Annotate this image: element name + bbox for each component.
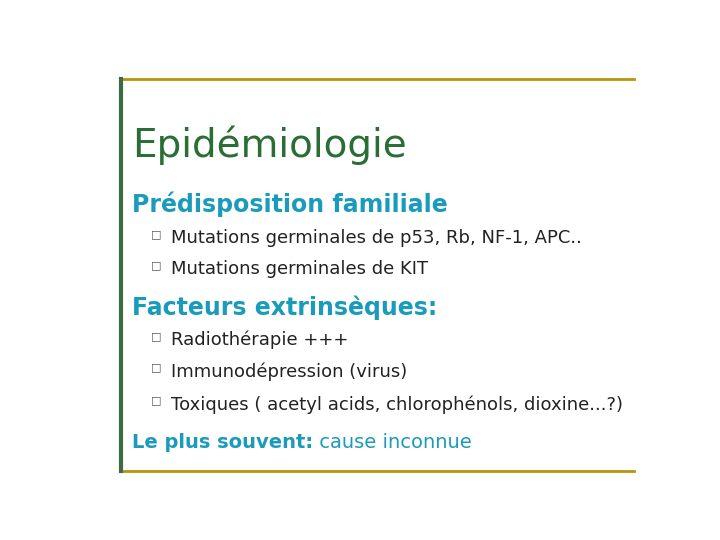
Text: Toxiques ( acetyl acids, chlorophénols, dioxine...?): Toxiques ( acetyl acids, chlorophénols, …: [171, 395, 623, 414]
Text: Immunodépression (virus): Immunodépression (virus): [171, 362, 408, 381]
Text: Mutations germinales de KIT: Mutations germinales de KIT: [171, 260, 428, 278]
Text: Le plus souvent:: Le plus souvent:: [132, 433, 313, 452]
Text: Epidémiologie: Epidémiologie: [132, 125, 407, 165]
Text: □: □: [151, 362, 162, 372]
Text: □: □: [151, 395, 162, 406]
Text: □: □: [151, 260, 162, 270]
Text: cause inconnue: cause inconnue: [313, 433, 472, 452]
Text: □: □: [151, 331, 162, 341]
Text: Mutations germinales de p53, Rb, NF-1, APC..: Mutations germinales de p53, Rb, NF-1, A…: [171, 229, 582, 247]
Text: Facteurs extrinsèques:: Facteurs extrinsèques:: [132, 295, 437, 320]
Text: Radiothérapie +++: Radiothérapie +++: [171, 331, 348, 349]
Text: Prédisposition familiale: Prédisposition familiale: [132, 192, 448, 217]
Text: □: □: [151, 229, 162, 239]
